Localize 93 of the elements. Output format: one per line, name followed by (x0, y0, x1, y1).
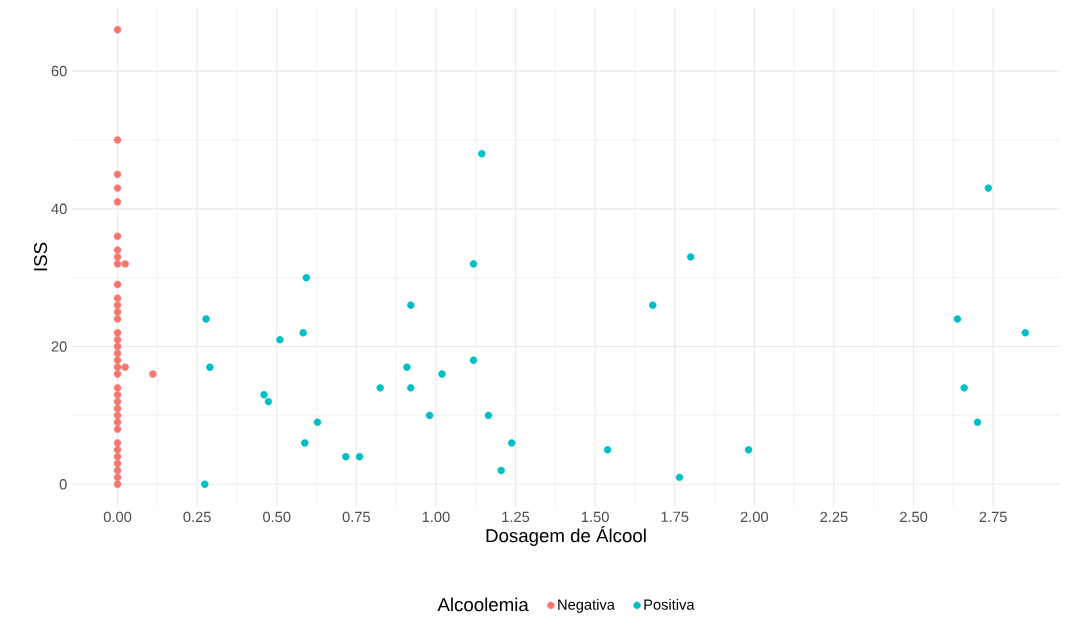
point (202, 315, 210, 323)
point (113, 136, 122, 144)
point (113, 459, 122, 468)
point (953, 315, 962, 323)
point (113, 253, 122, 261)
point (649, 301, 657, 309)
point (113, 280, 122, 289)
x-tick-label: 0.25 (183, 511, 211, 523)
point (206, 363, 214, 371)
point (149, 370, 157, 378)
point (299, 329, 307, 337)
legend-label: Negativa (558, 599, 615, 613)
point (355, 452, 364, 461)
x-tick-label: 0.50 (263, 511, 291, 523)
point (113, 418, 122, 427)
legend-title: Alcoolemia (437, 597, 529, 612)
y-tick-label: 0 (59, 479, 67, 490)
x-tick-label: 1.25 (502, 511, 530, 523)
point (113, 170, 122, 179)
point (113, 363, 122, 371)
point (302, 273, 311, 282)
point (113, 315, 122, 323)
point (425, 411, 434, 420)
point (113, 232, 122, 241)
point (407, 301, 415, 309)
point (276, 335, 284, 344)
point (113, 439, 122, 447)
point (497, 466, 505, 475)
point (376, 384, 384, 392)
point (113, 349, 122, 358)
point (113, 301, 122, 309)
point (113, 473, 122, 482)
point (603, 446, 612, 454)
point (438, 370, 446, 378)
point (113, 342, 122, 351)
point (121, 260, 129, 268)
x-tick-label: 2.25 (820, 511, 848, 523)
point (478, 149, 486, 158)
point (313, 418, 322, 427)
point (113, 452, 122, 461)
point (113, 466, 122, 475)
point (113, 335, 122, 344)
x-tick-label: 0.00 (103, 511, 132, 523)
y-axis-title: ISS (33, 242, 48, 271)
point (407, 384, 415, 392)
point (113, 329, 122, 337)
point (113, 260, 122, 268)
point (113, 390, 122, 399)
point (113, 184, 122, 192)
x-tick-label: 1.00 (422, 511, 450, 523)
y-tick-label: 60 (51, 65, 67, 77)
point (744, 446, 753, 454)
point (113, 25, 122, 34)
point (113, 425, 122, 433)
point (507, 439, 516, 447)
y-tick-label: 20 (51, 341, 67, 352)
point (113, 397, 122, 406)
x-tick-label: 1.50 (581, 511, 609, 523)
point (301, 439, 309, 447)
x-tick-label: 2.50 (900, 511, 928, 523)
x-tick-label: 2.00 (740, 511, 769, 523)
point (342, 452, 350, 461)
point (113, 294, 122, 303)
point (469, 260, 478, 268)
point (675, 473, 684, 482)
point (113, 356, 122, 365)
point (260, 390, 268, 399)
point (960, 384, 968, 392)
point (686, 253, 695, 261)
point (113, 411, 122, 420)
point (973, 418, 982, 427)
point (984, 184, 993, 192)
x-tick-label: 2.75 (979, 511, 1007, 523)
point (113, 370, 122, 378)
point (484, 411, 493, 420)
point (113, 446, 122, 454)
point (403, 363, 411, 371)
y-tick-label: 40 (51, 203, 67, 214)
point (113, 404, 122, 413)
point (121, 363, 129, 371)
point (113, 198, 122, 206)
x-axis-title: Dosagem de Álcool (486, 525, 646, 546)
point (469, 356, 478, 365)
point (113, 384, 122, 392)
point (1021, 329, 1030, 337)
point (113, 246, 122, 254)
point (113, 480, 122, 488)
point (201, 480, 209, 488)
legend-label: Positiva (644, 599, 695, 610)
x-tick-label: 0.75 (342, 511, 370, 523)
point (264, 397, 273, 406)
point (113, 308, 122, 316)
x-tick-label: 1.75 (661, 511, 689, 522)
